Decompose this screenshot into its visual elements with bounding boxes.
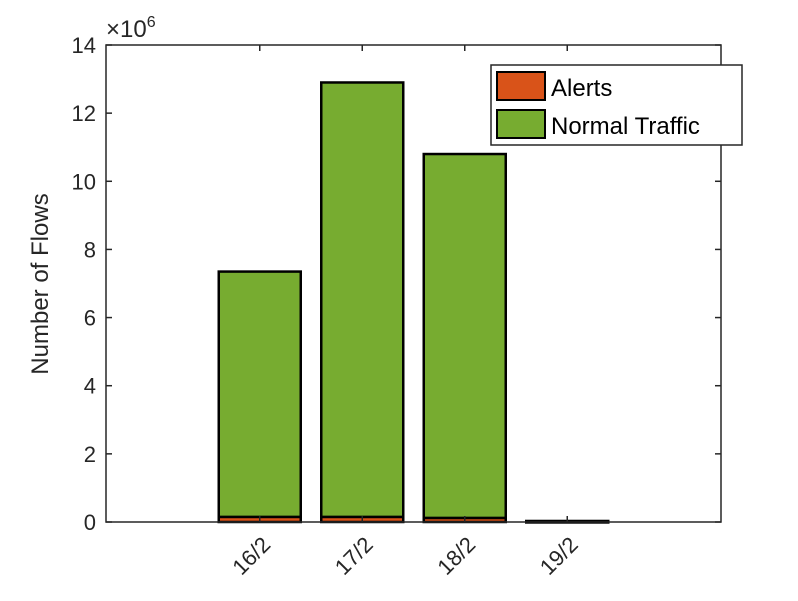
- y-tick-label: 10: [72, 169, 96, 194]
- legend-swatch-normal-traffic: [496, 109, 546, 139]
- y-axis-title: Number of Flows: [27, 193, 54, 374]
- y-tick-label: 6: [84, 306, 96, 331]
- y-axis-exponent: ×106: [106, 14, 156, 43]
- axes-box: [105, 44, 722, 523]
- legend-label-normal-traffic: Normal Traffic: [551, 113, 700, 140]
- legend: Alerts Normal Traffic: [490, 64, 743, 146]
- y-tick-label: 0: [84, 510, 96, 535]
- y-tick-label: 14: [72, 33, 96, 58]
- legend-swatch-alerts: [496, 71, 546, 101]
- y-tick-label: 4: [84, 374, 96, 399]
- legend-label-alerts: Alerts: [551, 75, 612, 102]
- y-tick-label: 8: [84, 237, 96, 262]
- y-tick-label: 2: [84, 442, 96, 467]
- y-tick-label: 12: [72, 101, 96, 126]
- bar-normal-traffic-17-2: [320, 81, 405, 519]
- bar-normal-traffic-18-2: [422, 152, 507, 520]
- bar-normal-traffic-16-2: [217, 270, 302, 519]
